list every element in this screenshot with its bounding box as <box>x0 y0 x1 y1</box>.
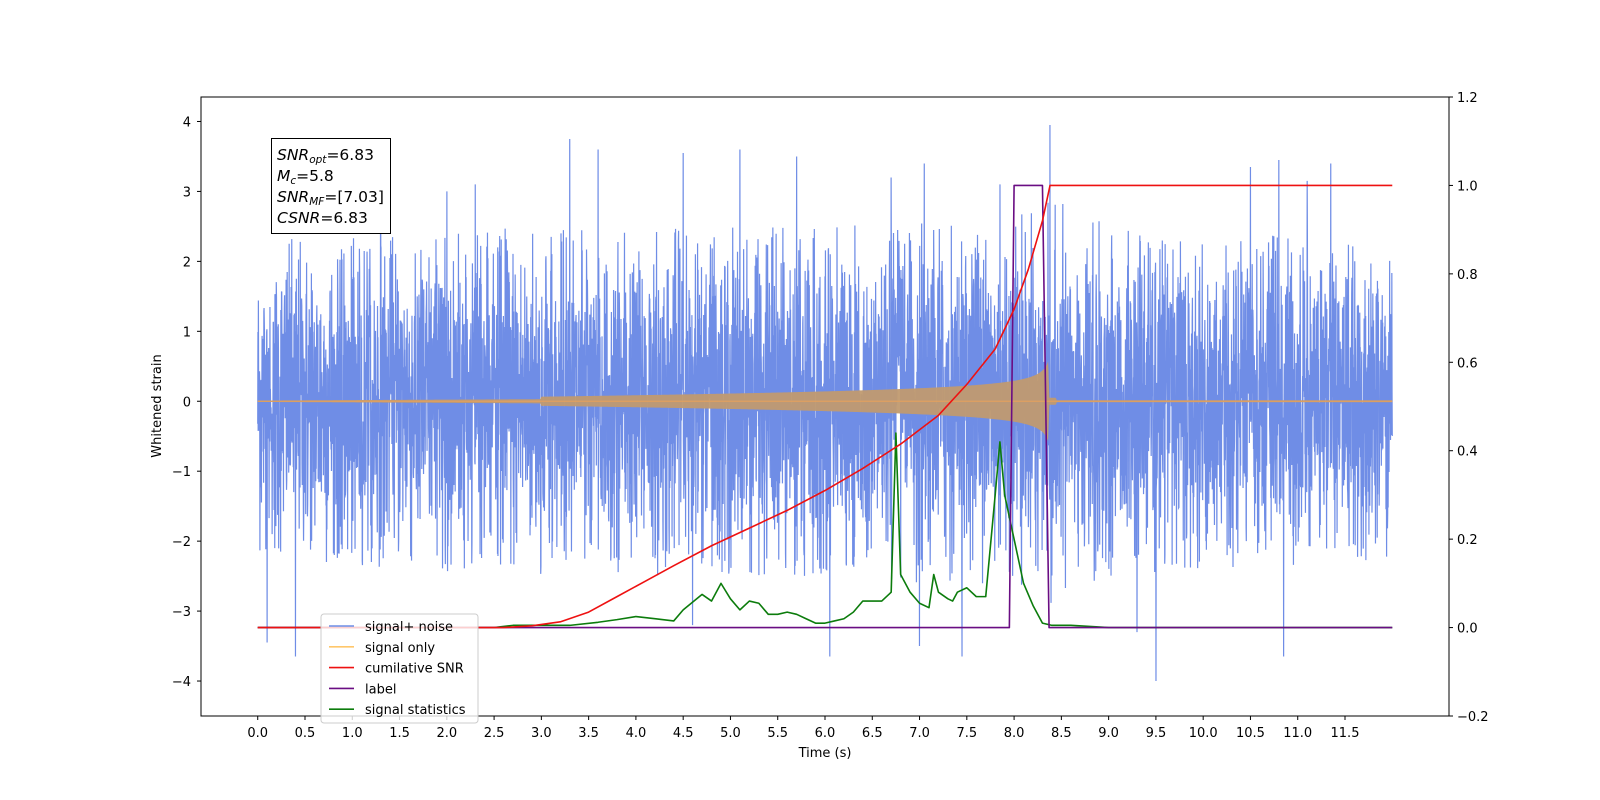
annotation-line: Mc=5.8 <box>277 167 334 187</box>
x-tick-label: 0.0 <box>247 726 268 741</box>
y2-tick-label: 0.2 <box>1457 533 1478 548</box>
y-tick-label: 2 <box>183 255 191 270</box>
x-tick-label: 6.0 <box>815 726 836 741</box>
stats-annotation: SNRopt=6.83 Mc=5.8 SNRMF=[7.03] CSNR=6.8… <box>271 138 391 234</box>
x-tick-label: 5.5 <box>767 726 788 741</box>
x-tick-label: 2.0 <box>436 726 457 741</box>
x-tick-label: 1.0 <box>342 726 363 741</box>
x-tick-label: 9.5 <box>1146 726 1167 741</box>
y-tick-label: −3 <box>172 605 191 620</box>
y-tick-label: −4 <box>172 675 191 690</box>
legend-label: signal statistics <box>365 703 466 718</box>
x-tick-label: 0.5 <box>295 726 316 741</box>
y-tick-label: 1 <box>183 325 191 340</box>
x-axis-label: Time (s) <box>798 746 852 761</box>
x-tick-label: 6.5 <box>862 726 883 741</box>
y-tick-label: 4 <box>183 115 191 130</box>
series-signal-noise <box>257 124 1393 682</box>
series-signal-statistics <box>257 432 1393 629</box>
y-axis-label: Whitened strain <box>150 354 165 457</box>
y-tick-label: −1 <box>172 465 191 480</box>
x-tick-label: 3.5 <box>578 726 599 741</box>
y2-tick-label: −0.2 <box>1457 710 1489 725</box>
y-tick-label: 3 <box>183 185 191 200</box>
y2-tick-label: 0.8 <box>1457 268 1478 283</box>
y2-tick-label: 0.6 <box>1457 356 1478 371</box>
legend-label: signal only <box>365 641 435 656</box>
x-tick-label: 4.0 <box>626 726 647 741</box>
annotation-line: SNRopt=6.83 <box>277 146 374 166</box>
x-axis: 0.0 0.5 1.0 1.5 2.0 2.5 3.0 3.5 4.0 4.5 5.0 5.5 6.0 6… <box>247 716 1359 741</box>
x-tick-label: 9.0 <box>1098 726 1119 741</box>
plot-area <box>257 124 1393 682</box>
y2-tick-label: 0.4 <box>1457 445 1478 460</box>
series-label <box>257 184 1393 629</box>
x-tick-label: 3.0 <box>531 726 552 741</box>
x-tick-label: 5.0 <box>720 726 741 741</box>
x-tick-label: 11.0 <box>1283 726 1312 741</box>
x-tick-label: 7.5 <box>956 726 977 741</box>
y2-tick-label: 1.0 <box>1457 179 1478 194</box>
x-tick-label: 4.5 <box>673 726 694 741</box>
y-axis-left: 4 3 2 1 0 −1 −2 −3 −4 <box>172 115 201 690</box>
y-axis-right: 1.2 1.0 0.8 0.6 0.4 0.2 0.0 −0.2 <box>1449 91 1489 725</box>
legend-label: label <box>365 682 396 697</box>
annotation-line: CSNR=6.83 <box>277 209 368 227</box>
legend-frame <box>320 613 479 724</box>
y2-tick-label: 1.2 <box>1457 91 1478 106</box>
x-tick-label: 10.0 <box>1189 726 1218 741</box>
x-tick-label: 10.5 <box>1236 726 1265 741</box>
legend-label: signal+ noise <box>365 620 453 635</box>
legend: signal+ noise signal only cumilative SNR la… <box>320 613 479 724</box>
annotation-line: SNRMF=[7.03] <box>277 188 384 208</box>
x-tick-label: 7.0 <box>909 726 930 741</box>
legend-label: cumilative SNR <box>365 662 464 677</box>
x-tick-label: 2.5 <box>484 726 505 741</box>
x-tick-label: 11.5 <box>1331 726 1360 741</box>
y-tick-label: −2 <box>172 535 191 550</box>
x-tick-label: 8.0 <box>1004 726 1025 741</box>
series-cumulative-snr <box>257 184 1393 629</box>
x-tick-label: 1.5 <box>389 726 410 741</box>
x-tick-label: 8.5 <box>1051 726 1072 741</box>
y-tick-label: 0 <box>183 395 191 410</box>
y2-tick-label: 0.0 <box>1457 622 1478 637</box>
